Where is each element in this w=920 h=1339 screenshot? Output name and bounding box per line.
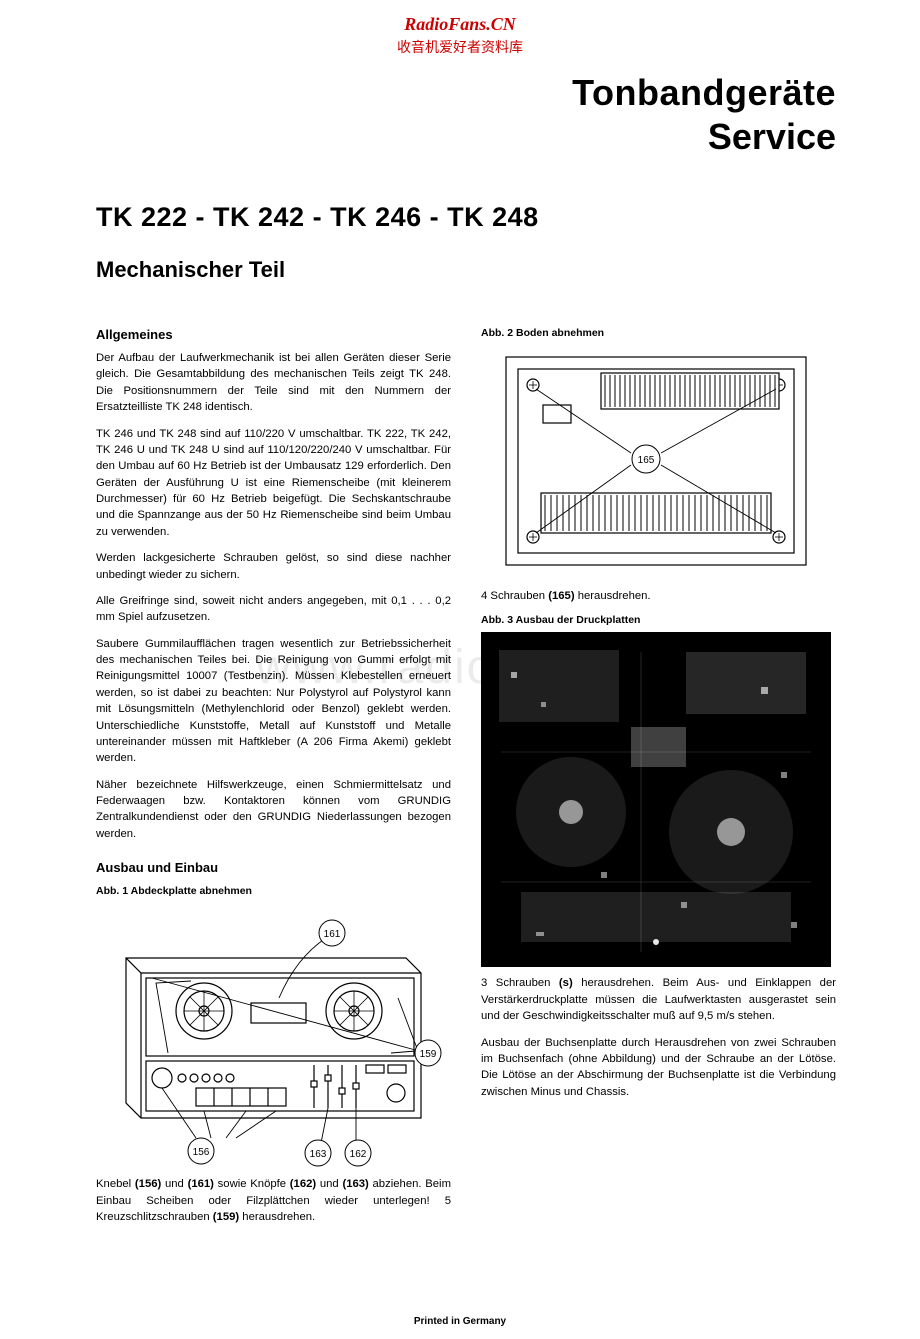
callout-165: 165 [638, 455, 655, 466]
page-content: Tonbandgeräte Service TK 222 - TK 242 - … [96, 72, 836, 1235]
callout-159: 159 [420, 1049, 437, 1060]
ref-162: (162) [290, 1178, 316, 1190]
callout-161: 161 [324, 929, 341, 940]
ref-s: (s) [559, 977, 573, 989]
watermark-tagline: 收音机爱好者资料库 [0, 37, 920, 57]
watermark-site: RadioFans.CN [0, 14, 920, 35]
title-line-2: Service [96, 116, 836, 158]
para-2: TK 246 und TK 248 sind auf 110/220 V ums… [96, 426, 451, 541]
title-line-1: Tonbandgeräte [96, 72, 836, 114]
callout-156: 156 [193, 1147, 210, 1158]
para-6: Näher bezeichnete Hilfswerkzeuge, einen … [96, 777, 451, 843]
figure-2: 165 [481, 345, 836, 580]
para-1: Der Aufbau der Laufwerkmechanik ist bei … [96, 350, 451, 416]
two-column-layout: Allgemeines Der Aufbau der Laufwerkmecha… [96, 327, 836, 1235]
page-footer: Printed in Germany [0, 1316, 920, 1327]
ref-159: (159) [213, 1211, 239, 1223]
txt: 3 Schrauben [481, 977, 559, 989]
txt: 4 Schrauben [481, 590, 548, 602]
left-column: Allgemeines Der Aufbau der Laufwerkmecha… [96, 327, 451, 1235]
para-3: Werden lackgesicherte Schrauben gelöst, … [96, 550, 451, 583]
page-title: Tonbandgeräte Service [96, 72, 836, 158]
txt: und [161, 1178, 187, 1190]
txt: herausdrehen. [239, 1211, 315, 1223]
para-r3: Ausbau der Buchsenplatte durch Herausdre… [481, 1035, 836, 1101]
heading-allgemeines: Allgemeines [96, 327, 451, 342]
right-column: Abb. 2 Boden abnehmen [481, 327, 836, 1235]
ref-165: (165) [548, 590, 574, 602]
model-list: TK 222 - TK 242 - TK 246 - TK 248 [96, 202, 836, 233]
ref-156: (156) [135, 1178, 161, 1190]
para-4: Alle Greifringe sind, soweit nicht ander… [96, 593, 451, 626]
figure-3-photo [481, 632, 831, 967]
caption-fig3: Abb. 3 Ausbau der Druckplatten [481, 614, 836, 626]
callout-163: 163 [310, 1149, 327, 1160]
txt: sowie Knöpfe [214, 1178, 290, 1190]
txt: Knebel [96, 1178, 135, 1190]
caption-fig1: Abb. 1 Abdeckplatte abnehmen [96, 885, 451, 897]
para-r1: 4 Schrauben (165) herausdrehen. [481, 588, 836, 604]
para-5: Saubere Gummilaufflächen tragen wesentli… [96, 636, 451, 767]
figure-1: 161 159 156 163 162 [96, 903, 451, 1168]
txt: herausdrehen. [575, 590, 651, 602]
ref-161: (161) [188, 1178, 214, 1190]
txt: und [316, 1178, 342, 1190]
ref-163: (163) [342, 1178, 368, 1190]
para-r2: 3 Schrauben (s) herausdrehen. Beim Aus- … [481, 975, 836, 1024]
caption-fig2: Abb. 2 Boden abnehmen [481, 327, 836, 339]
section-subtitle: Mechanischer Teil [96, 257, 836, 283]
heading-ausbau: Ausbau und Einbau [96, 860, 451, 875]
watermark-header: RadioFans.CN 收音机爱好者资料库 [0, 14, 920, 57]
para-bottom: Knebel (156) und (161) sowie Knöpfe (162… [96, 1176, 451, 1225]
callout-162: 162 [350, 1149, 367, 1160]
